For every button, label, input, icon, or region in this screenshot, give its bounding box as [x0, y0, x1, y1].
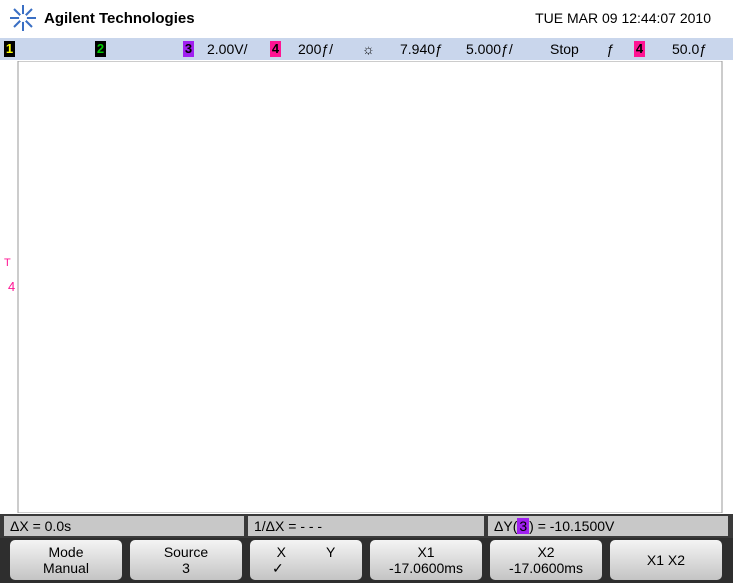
logo	[10, 5, 36, 31]
trigger-source: 4	[635, 41, 644, 56]
ch1: 1	[5, 41, 14, 56]
key-label: X2	[537, 544, 555, 560]
x-label: X	[276, 544, 286, 560]
ch1-box: 1	[4, 41, 15, 57]
time-per-div: 5.000ƒ/	[466, 41, 513, 57]
ch4-box: 4	[270, 41, 281, 57]
y-label: Y	[326, 544, 336, 560]
ch3-box: 3	[183, 41, 194, 57]
brand: Agilent Technologies	[44, 10, 195, 27]
datetime: TUE MAR 09 12:44:07 2010	[535, 10, 711, 26]
waveform-display: T 4	[4, 61, 723, 513]
ch4-scale: 200ƒ/	[298, 41, 334, 57]
trigger-marker: T	[4, 257, 11, 269]
source-key[interactable]: Source 3	[130, 540, 242, 580]
ch2: 2	[96, 41, 105, 56]
run-state: Stop	[550, 41, 579, 57]
delta-y-prefix: ΔY(	[494, 518, 518, 534]
delta-x: ΔX = 0.0s	[4, 516, 244, 536]
x1x2-key[interactable]: X1 X2	[610, 540, 722, 580]
graticule-frame	[17, 61, 723, 513]
ch4: 4	[271, 41, 280, 56]
trigger-slope: ƒ	[606, 41, 614, 57]
mode-key[interactable]: Mode Manual	[10, 540, 122, 580]
key-value: Manual	[43, 560, 89, 576]
xy-key[interactable]: X Y ✓	[250, 540, 362, 580]
key-label: X1	[417, 544, 435, 560]
x1-key[interactable]: X1 -17.0600ms	[370, 540, 482, 580]
key-label: X1 X2	[646, 552, 686, 568]
trig-src-box: 4	[634, 41, 645, 57]
ground-marker: 4	[8, 279, 15, 294]
softkeys: Mode Manual Source 3 X Y ✓ X1 -17.0600ms X2 -1…	[0, 538, 733, 583]
measurement-bar: ΔX = 0.0s 1/ΔX = - - - ΔY(3) = -10.1500V	[0, 514, 733, 538]
status-bar: 1 2 3 2.00V/ 4 200ƒ/ ☼ 7.940ƒ 5.000ƒ/ St…	[0, 38, 733, 60]
inv-delta-x: 1/ΔX = - - -	[248, 516, 484, 536]
delta-y-source: 3	[517, 518, 530, 534]
delta-y: ΔY(3) = -10.1500V	[488, 516, 728, 536]
trigger-level: 50.0ƒ	[672, 41, 708, 57]
key-value: -17.0600ms	[509, 560, 583, 576]
key-label: Mode	[48, 544, 84, 560]
key-value: -17.0600ms	[389, 560, 463, 576]
x2-key[interactable]: X2 -17.0600ms	[490, 540, 602, 580]
delay-icon: ☼	[362, 41, 375, 57]
ch3-scale: 2.00V/	[207, 41, 248, 57]
delta-y-suffix: ) = -10.1500V	[529, 518, 615, 534]
key-value: 3	[182, 560, 190, 576]
key-label: Source	[163, 544, 209, 560]
header: Agilent Technologies TUE MAR 09 12:44:07…	[0, 0, 733, 36]
delay: 7.940ƒ	[400, 41, 443, 57]
ch3: 3	[184, 41, 193, 56]
key-value: ✓	[272, 560, 284, 576]
ch2-box: 2	[95, 41, 106, 57]
